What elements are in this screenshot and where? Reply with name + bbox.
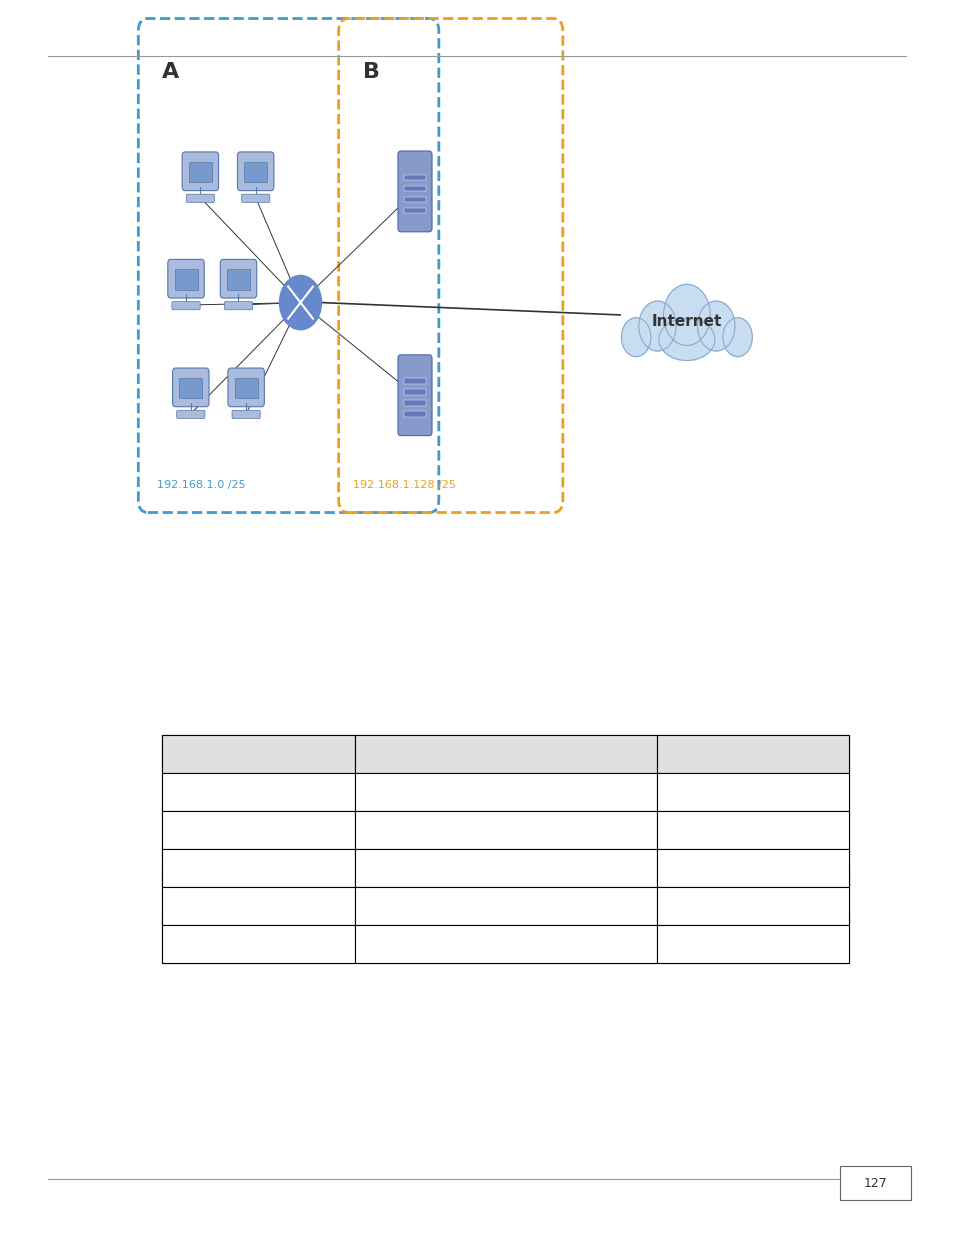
FancyBboxPatch shape [241, 194, 270, 203]
Ellipse shape [697, 301, 734, 351]
Bar [355, 773, 656, 811]
FancyBboxPatch shape [403, 411, 426, 417]
FancyBboxPatch shape [403, 185, 426, 191]
Bar [162, 850, 355, 887]
FancyBboxPatch shape [403, 174, 426, 180]
FancyBboxPatch shape [403, 400, 426, 406]
FancyBboxPatch shape [228, 368, 264, 406]
Ellipse shape [722, 317, 752, 357]
FancyBboxPatch shape [172, 301, 200, 310]
Ellipse shape [659, 319, 714, 361]
Bar [355, 887, 656, 925]
Bar [355, 918, 656, 963]
FancyBboxPatch shape [174, 269, 197, 290]
FancyBboxPatch shape [182, 152, 218, 190]
FancyBboxPatch shape [232, 410, 260, 419]
Bar [656, 850, 848, 887]
Bar [162, 735, 355, 773]
Circle shape [279, 275, 321, 330]
FancyBboxPatch shape [403, 389, 426, 395]
Bar [162, 918, 355, 963]
FancyBboxPatch shape [189, 162, 212, 183]
FancyBboxPatch shape [397, 151, 432, 232]
Bar [656, 735, 848, 773]
Bar [839, 1166, 910, 1200]
FancyBboxPatch shape [179, 378, 202, 399]
FancyBboxPatch shape [237, 152, 274, 190]
Bar [162, 735, 355, 773]
Text: B: B [362, 62, 379, 82]
FancyBboxPatch shape [244, 162, 267, 183]
FancyBboxPatch shape [403, 378, 426, 384]
Bar [656, 850, 848, 887]
Ellipse shape [662, 284, 709, 346]
Bar [355, 773, 656, 811]
Bar [656, 887, 848, 925]
FancyBboxPatch shape [186, 194, 214, 203]
Ellipse shape [620, 317, 650, 357]
Bar [162, 773, 355, 811]
Bar [355, 925, 656, 963]
Bar [355, 850, 656, 887]
FancyBboxPatch shape [227, 269, 250, 290]
Bar [656, 773, 848, 811]
FancyBboxPatch shape [397, 354, 432, 436]
Ellipse shape [639, 301, 676, 351]
Bar [162, 811, 355, 850]
Bar [162, 925, 355, 963]
Bar [162, 773, 355, 811]
Bar [355, 735, 656, 773]
FancyBboxPatch shape [224, 301, 253, 310]
Bar [656, 868, 848, 925]
Bar [355, 850, 656, 887]
FancyBboxPatch shape [220, 259, 256, 298]
Text: 192.168.1.0 /25: 192.168.1.0 /25 [157, 480, 246, 490]
FancyBboxPatch shape [403, 207, 426, 214]
Bar [355, 868, 656, 925]
Bar [162, 868, 355, 925]
FancyBboxPatch shape [172, 368, 209, 406]
Bar [656, 811, 848, 850]
Bar [355, 735, 656, 773]
Bar [656, 918, 848, 963]
FancyBboxPatch shape [403, 196, 426, 203]
Bar [656, 773, 848, 811]
Bar [355, 811, 656, 850]
Text: Internet: Internet [651, 314, 721, 329]
Bar [656, 811, 848, 850]
Text: 192.168.1.128 /25: 192.168.1.128 /25 [353, 480, 456, 490]
Text: A: A [162, 62, 179, 82]
FancyBboxPatch shape [176, 410, 205, 419]
FancyBboxPatch shape [234, 378, 257, 399]
Bar [656, 735, 848, 773]
Bar [162, 811, 355, 850]
Bar [656, 925, 848, 963]
Bar [355, 811, 656, 850]
Bar [162, 850, 355, 887]
Text: 127: 127 [862, 1177, 886, 1189]
FancyBboxPatch shape [168, 259, 204, 298]
Bar [162, 887, 355, 925]
